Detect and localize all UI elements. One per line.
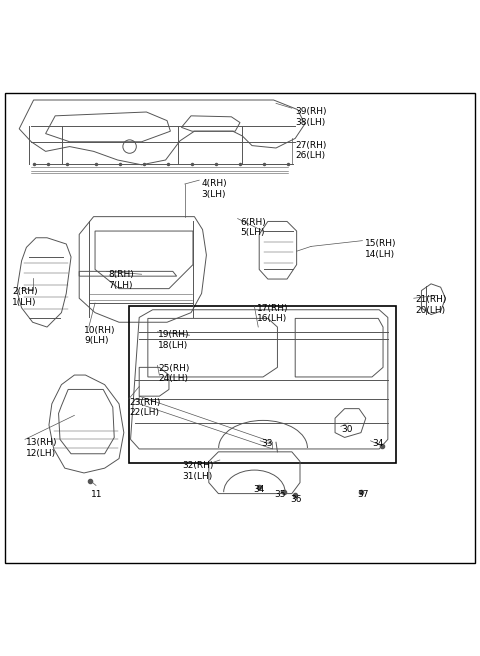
Text: 21(RH)
20(LH): 21(RH) 20(LH) <box>415 295 446 315</box>
Text: 10(RH)
9(LH): 10(RH) 9(LH) <box>84 325 116 345</box>
Text: 15(RH)
14(LH): 15(RH) 14(LH) <box>365 239 396 258</box>
Text: 35: 35 <box>275 490 286 499</box>
Text: 30: 30 <box>342 425 353 434</box>
Text: 23(RH)
22(LH): 23(RH) 22(LH) <box>130 398 161 417</box>
Text: 27(RH)
26(LH): 27(RH) 26(LH) <box>295 141 326 160</box>
Text: 32(RH)
31(LH): 32(RH) 31(LH) <box>182 461 214 481</box>
Text: 2(RH)
1(LH): 2(RH) 1(LH) <box>12 287 37 306</box>
Text: 34: 34 <box>253 485 264 495</box>
Text: 25(RH)
24(LH): 25(RH) 24(LH) <box>158 364 190 383</box>
Bar <box>129 306 396 463</box>
Text: 19(RH)
18(LH): 19(RH) 18(LH) <box>158 331 190 350</box>
Text: 6(RH)
5(LH): 6(RH) 5(LH) <box>240 218 266 237</box>
Text: 34: 34 <box>372 440 384 448</box>
Text: 13(RH)
12(LH): 13(RH) 12(LH) <box>26 438 58 458</box>
Text: 17(RH)
16(LH): 17(RH) 16(LH) <box>257 304 288 323</box>
Text: 39(RH)
38(LH): 39(RH) 38(LH) <box>295 107 327 127</box>
Text: 33: 33 <box>262 440 273 448</box>
Text: 37: 37 <box>358 490 369 499</box>
Text: 8(RH)
7(LH): 8(RH) 7(LH) <box>108 270 134 290</box>
Text: 36: 36 <box>290 495 302 504</box>
Text: 4(RH)
3(LH): 4(RH) 3(LH) <box>202 179 227 199</box>
Text: 11: 11 <box>91 490 103 499</box>
